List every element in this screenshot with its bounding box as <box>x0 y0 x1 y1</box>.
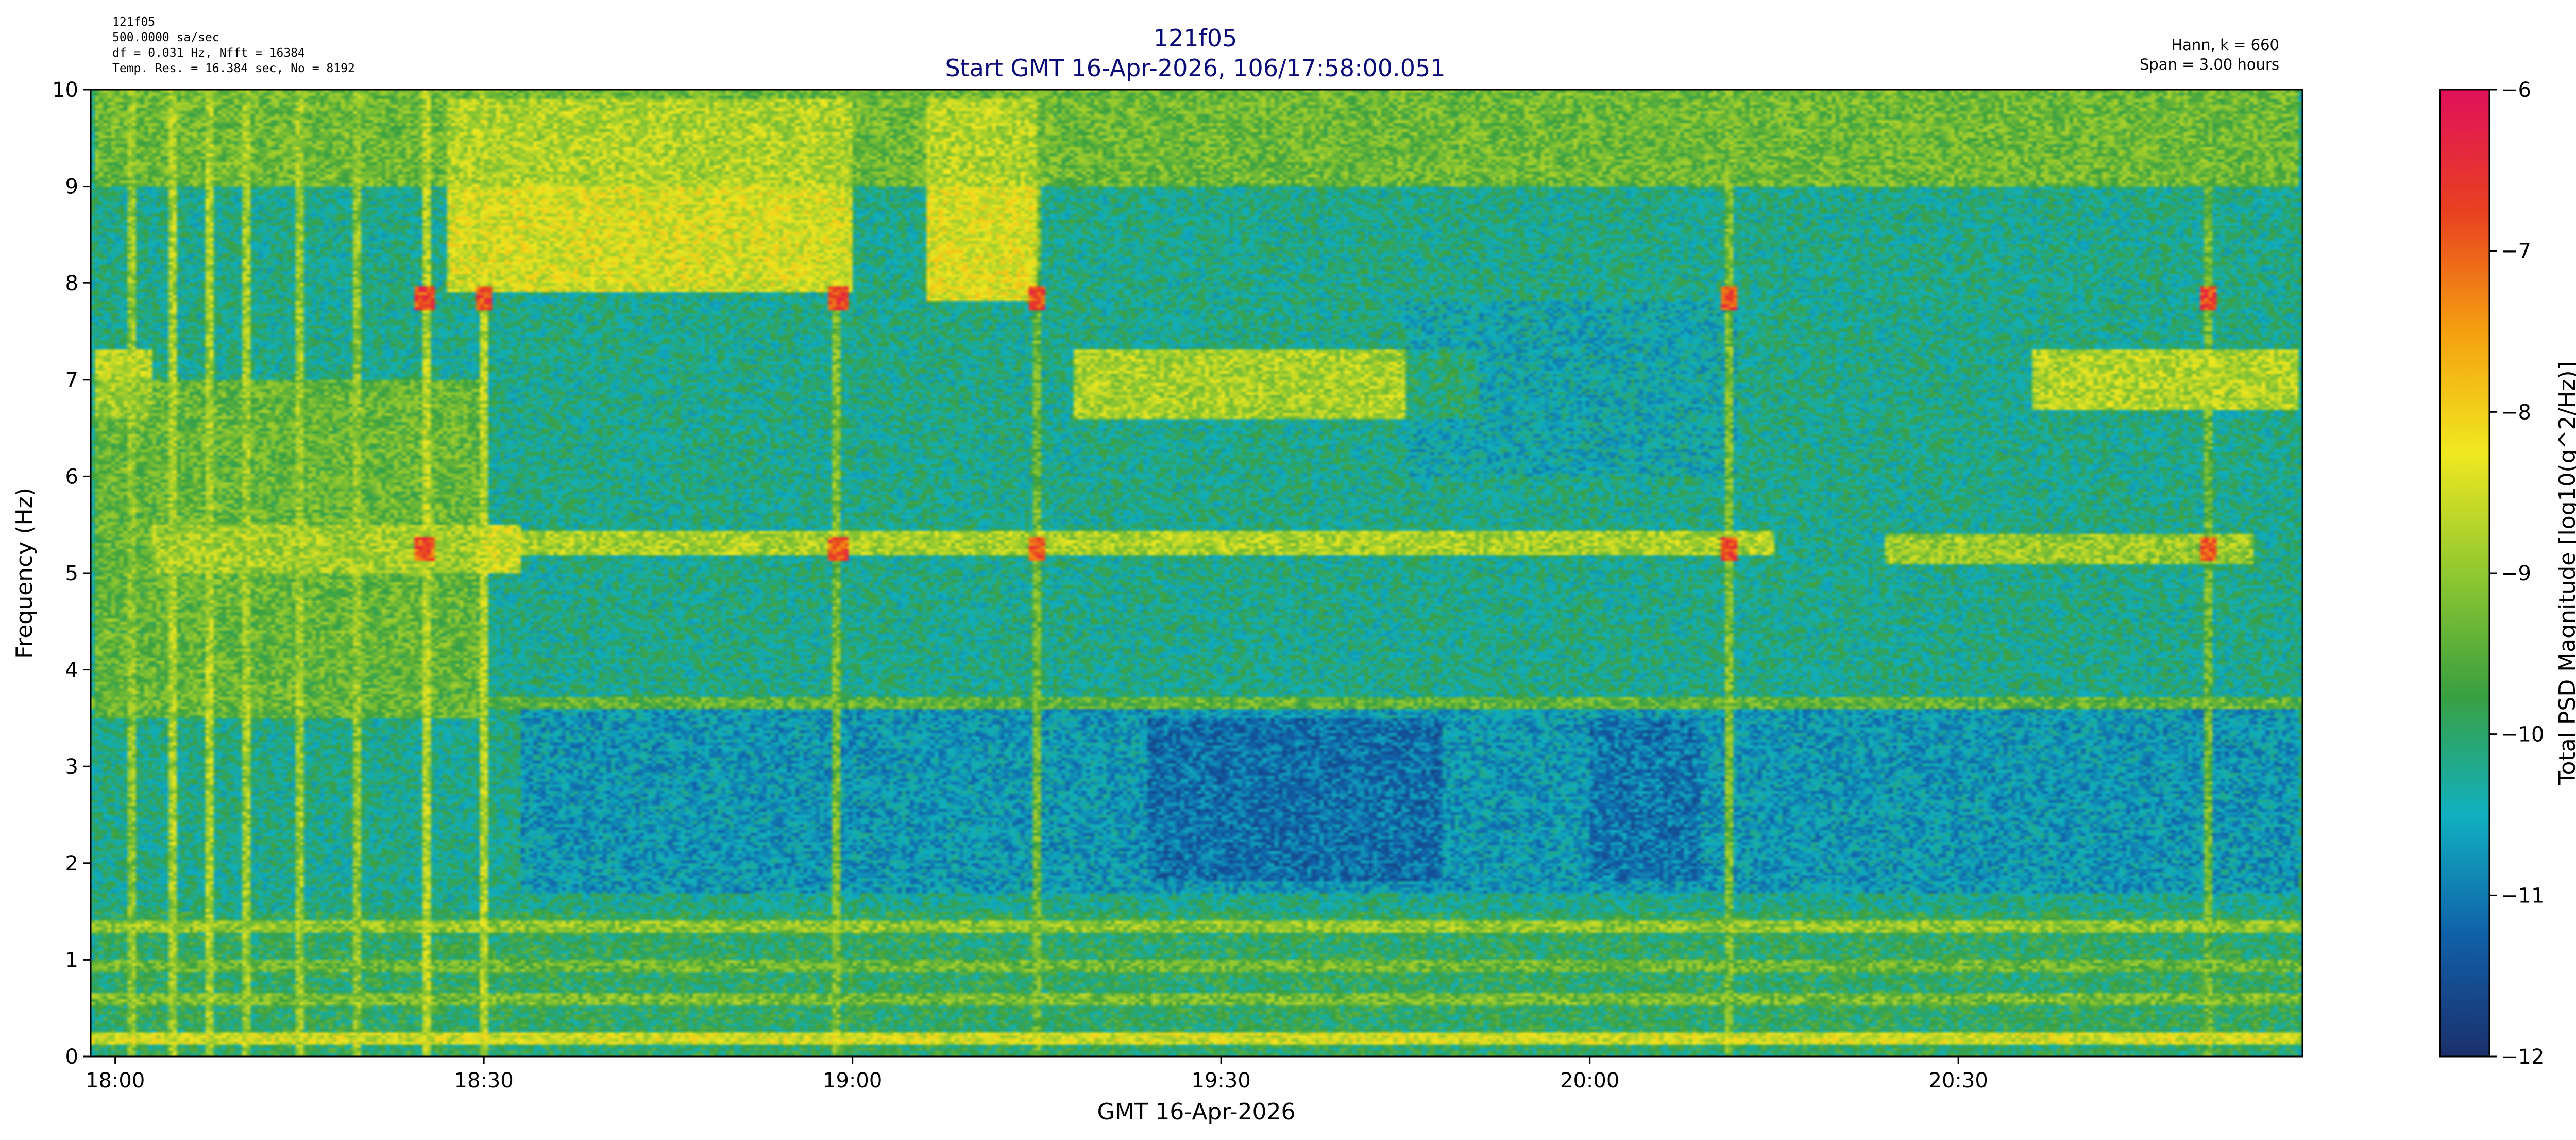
chart-subtitle: Start GMT 16-Apr-2026, 106/17:58:00.051 <box>945 54 1445 82</box>
window-info: Hann, k = 660 <box>2171 36 2279 54</box>
colorbar-tick-label: −8 <box>2501 400 2531 424</box>
y-tick-label: 3 <box>65 755 78 779</box>
colorbar-tick-label: −10 <box>2501 723 2544 747</box>
chart-title: 121f05 <box>1154 24 1238 52</box>
x-tick-label: 18:30 <box>454 1069 514 1093</box>
x-axis: 18:00 18:30 19:00 19:30 20:00 20:30 <box>86 1057 1988 1093</box>
y-tick-label: 10 <box>52 78 78 102</box>
colorbar-tick-label: −6 <box>2501 78 2531 102</box>
colorbar-tick-label: −12 <box>2501 1045 2544 1069</box>
y-tick-label: 5 <box>65 562 78 585</box>
y-axis: 0 1 2 3 4 5 6 7 8 9 10 <box>52 78 91 1069</box>
colorbar: −12 −11 −10 −9 −8 −7 −6 Total PSD Magnitude [l… <box>2439 78 2576 1069</box>
spectrogram-heatmap <box>91 90 2302 1057</box>
colorbar-tick-label: −7 <box>2501 240 2531 263</box>
colorbar-ticks: −12 −11 −10 −9 −8 −7 −6 <box>2489 78 2544 1069</box>
y-tick-label: 7 <box>65 368 78 392</box>
colorbar-gradient <box>2439 89 2490 1058</box>
info-block: 121f05 500.0000 sa/sec df = 0.031 Hz, Nf… <box>112 15 355 75</box>
x-axis-label: GMT 16-Apr-2026 <box>1097 1099 1296 1125</box>
y-tick-label: 1 <box>65 948 78 972</box>
x-tick-label: 20:30 <box>1929 1069 1988 1093</box>
span-info: Span = 3.00 hours <box>2140 56 2279 73</box>
colorbar-label: Total PSD Magnitude [log10(g^2/Hz)] <box>2554 361 2576 785</box>
y-axis-label: Frequency (Hz) <box>11 488 38 659</box>
colorbar-tick-label: −9 <box>2501 562 2531 585</box>
y-tick-label: 4 <box>65 659 78 682</box>
y-tick-label: 2 <box>65 852 78 876</box>
plot-area <box>90 89 2303 1058</box>
x-tick-label: 18:00 <box>86 1069 145 1093</box>
x-tick-label: 19:00 <box>823 1069 882 1093</box>
y-tick-label: 0 <box>65 1045 78 1069</box>
x-tick-label: 20:00 <box>1560 1069 1619 1093</box>
x-tick-label: 19:30 <box>1192 1069 1251 1093</box>
info-line: Temp. Res. = 16.384 sec, No = 8192 <box>112 62 355 75</box>
info-line: 500.0000 sa/sec <box>112 31 219 44</box>
colorbar-tick-label: −11 <box>2501 884 2544 908</box>
y-tick-label: 8 <box>65 272 78 295</box>
info-line: df = 0.031 Hz, Nfft = 16384 <box>112 46 305 60</box>
y-tick-label: 6 <box>65 465 78 489</box>
y-tick-label: 9 <box>65 175 78 199</box>
info-line: 121f05 <box>112 15 155 29</box>
